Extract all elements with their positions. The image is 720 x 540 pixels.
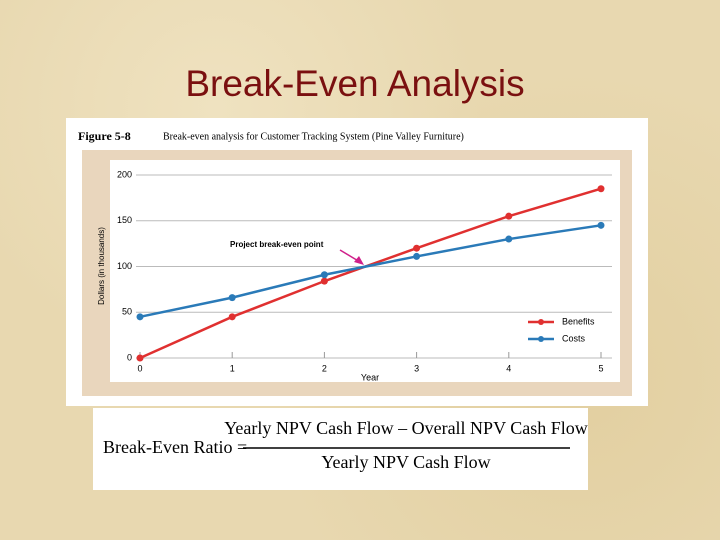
formula-lhs: Break-Even Ratio =: [103, 437, 247, 457]
y-axis-label: Dollars (in thousands): [97, 227, 106, 305]
slide-title: Break-Even Analysis: [185, 63, 524, 104]
data-point: [505, 212, 513, 220]
figure-label: Figure 5-8: [78, 129, 131, 143]
legend-label: Costs: [562, 333, 586, 343]
data-point: [320, 271, 328, 279]
data-point: [413, 252, 421, 260]
data-point: [228, 313, 236, 321]
data-point: [505, 235, 513, 243]
x-tick-label: 1: [230, 363, 235, 373]
formula-box: [93, 408, 588, 490]
y-tick-label: 200: [117, 169, 132, 179]
y-tick-label: 0: [127, 352, 132, 362]
y-tick-label: 150: [117, 215, 132, 225]
series-line: [139, 224, 602, 319]
annotation: Project break-even point: [230, 240, 324, 249]
figure-title: Break-even analysis for Customer Trackin…: [163, 131, 464, 142]
data-point: [413, 244, 421, 252]
x-tick-label: 2: [322, 363, 327, 373]
formula-numerator: Yearly NPV Cash Flow – Overall NPV Cash …: [224, 418, 588, 438]
x-axis-label: Year: [361, 372, 379, 382]
x-tick-label: 4: [506, 363, 511, 373]
data-point: [136, 354, 144, 362]
data-point: [597, 185, 605, 193]
annotation-arrowhead: [354, 256, 364, 265]
y-tick-label: 50: [122, 307, 132, 317]
x-tick-label: 3: [414, 363, 419, 373]
data-point: [320, 277, 328, 285]
x-tick-label: 5: [598, 363, 603, 373]
data-point: [228, 294, 236, 302]
data-point: [597, 221, 605, 229]
legend-marker: [538, 319, 544, 325]
y-tick-label: 100: [117, 261, 132, 271]
plot-area: [110, 160, 620, 382]
legend-label: Benefits: [562, 316, 595, 326]
data-point: [136, 313, 144, 321]
formula-denominator: Yearly NPV Cash Flow: [321, 452, 490, 472]
legend-marker: [538, 336, 544, 342]
x-tick-label: 0: [137, 363, 142, 373]
